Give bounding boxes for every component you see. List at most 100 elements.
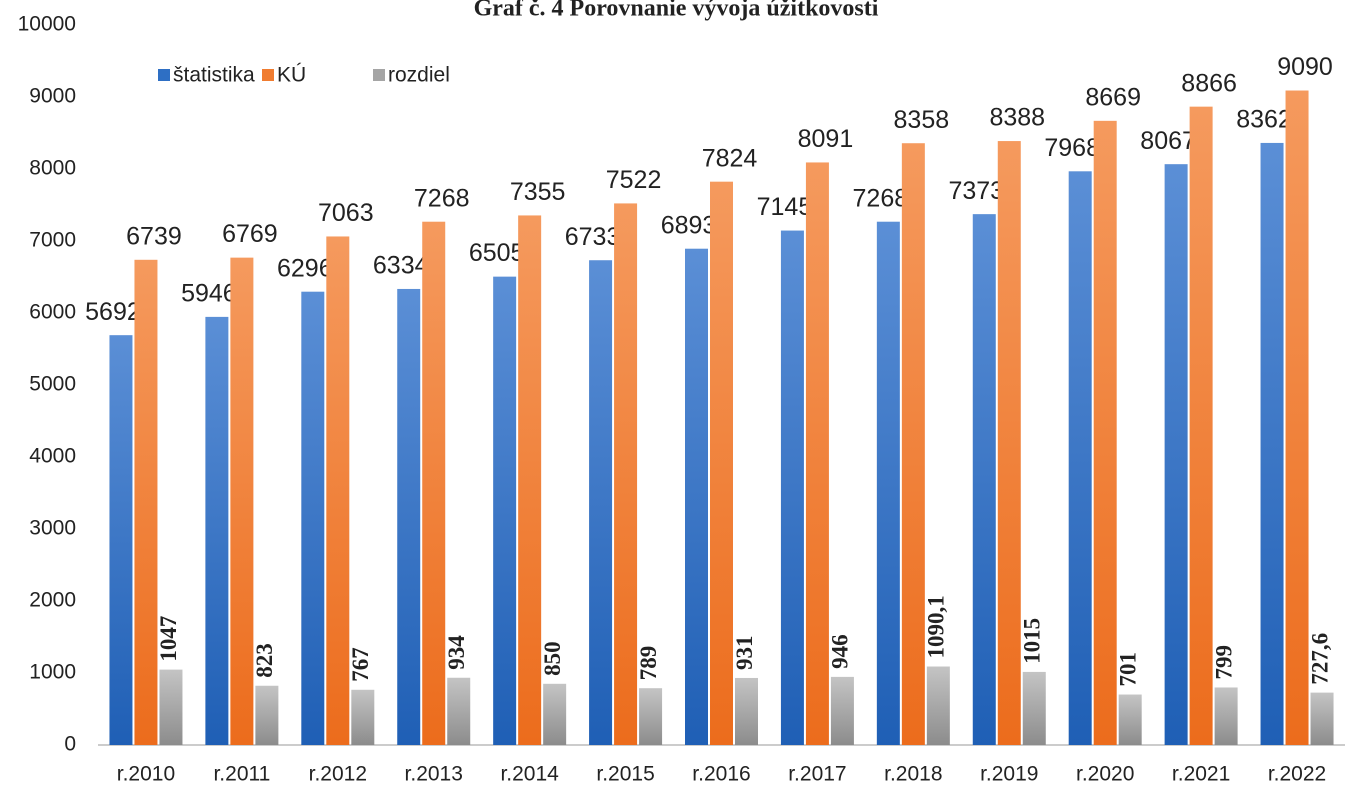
y-tick-label: 5000 bbox=[29, 373, 76, 396]
bar bbox=[735, 677, 758, 745]
bar bbox=[255, 685, 279, 745]
bar bbox=[1022, 671, 1046, 745]
data-label: 7355 bbox=[510, 178, 566, 206]
data-label: 8358 bbox=[894, 106, 950, 134]
bar bbox=[109, 335, 133, 745]
data-label: 6739 bbox=[126, 222, 182, 250]
legend-label: štatistika bbox=[173, 64, 255, 87]
bar bbox=[589, 260, 613, 745]
bar bbox=[397, 288, 421, 745]
x-tick-label: r.2012 bbox=[309, 763, 367, 786]
data-label: 6334 bbox=[373, 252, 429, 280]
data-label: 7268 bbox=[414, 184, 470, 212]
y-tick-label: 9000 bbox=[29, 85, 76, 108]
bar bbox=[614, 203, 638, 745]
y-tick-label: 6000 bbox=[29, 301, 76, 324]
data-label: 931 bbox=[732, 635, 757, 670]
bar bbox=[1189, 106, 1213, 745]
bar bbox=[876, 221, 900, 746]
y-tick-label: 0 bbox=[64, 733, 76, 756]
legend-swatch bbox=[262, 69, 274, 81]
data-label: 8866 bbox=[1181, 69, 1237, 97]
bar bbox=[518, 215, 542, 745]
y-tick-label: 2000 bbox=[29, 589, 76, 612]
data-label: 701 bbox=[1115, 652, 1140, 687]
data-label: 6296 bbox=[277, 254, 333, 282]
data-label: 5946 bbox=[181, 279, 237, 307]
y-tick-label: 4000 bbox=[29, 445, 76, 468]
data-label: 934 bbox=[444, 635, 469, 670]
data-label: 823 bbox=[252, 643, 277, 678]
legend-swatch bbox=[373, 69, 385, 81]
x-tick-label: r.2021 bbox=[1172, 763, 1230, 786]
y-tick-label: 3000 bbox=[29, 517, 76, 540]
bar bbox=[926, 666, 950, 745]
data-label: 8067 bbox=[1140, 127, 1196, 155]
data-label: 7968 bbox=[1044, 134, 1100, 162]
x-tick-label: r.2011 bbox=[213, 763, 270, 786]
bar bbox=[159, 669, 183, 745]
data-label: 6769 bbox=[222, 220, 278, 248]
data-label: 6733 bbox=[565, 223, 621, 251]
x-tick-label: r.2013 bbox=[405, 763, 463, 786]
bar bbox=[639, 688, 663, 745]
data-label: 789 bbox=[636, 646, 661, 681]
bar bbox=[685, 248, 708, 746]
bar bbox=[543, 683, 567, 745]
x-tick-label: r.2018 bbox=[884, 763, 942, 786]
bar bbox=[493, 276, 517, 745]
data-label: 727,6 bbox=[1307, 633, 1332, 685]
bar bbox=[351, 689, 375, 745]
bar bbox=[134, 259, 158, 745]
x-tick-label: r.2015 bbox=[596, 763, 654, 786]
bar bbox=[1310, 692, 1334, 745]
bar bbox=[1260, 142, 1284, 745]
bar bbox=[326, 236, 350, 746]
y-tick-label: 7000 bbox=[29, 229, 76, 252]
x-tick-label: r.2016 bbox=[692, 763, 750, 786]
x-tick-label: r.2022 bbox=[1268, 763, 1326, 786]
bar bbox=[230, 257, 254, 745]
chart-title: Graf č. 4 Porovnanie vývoja úžitkovosti bbox=[474, 0, 879, 22]
data-label: 1047 bbox=[156, 616, 181, 662]
data-label: 850 bbox=[540, 641, 565, 676]
y-tick-label: 1000 bbox=[29, 661, 76, 684]
legend-label: rozdiel bbox=[388, 64, 450, 87]
bar bbox=[901, 143, 925, 745]
data-label: 8388 bbox=[989, 104, 1045, 132]
y-tick-label: 8000 bbox=[29, 157, 76, 180]
data-label: 7145 bbox=[757, 193, 813, 221]
y-tick-label: 10000 bbox=[18, 13, 76, 36]
bar bbox=[422, 221, 446, 746]
bar bbox=[830, 676, 854, 745]
legend-label: KÚ bbox=[277, 64, 306, 87]
data-label: 8669 bbox=[1085, 83, 1141, 111]
bar bbox=[1068, 171, 1092, 745]
data-label: 7063 bbox=[318, 199, 374, 227]
bar bbox=[805, 162, 829, 745]
data-label: 1015 bbox=[1020, 618, 1045, 664]
data-label: 1090,1 bbox=[924, 595, 949, 658]
x-tick-label: r.2010 bbox=[117, 763, 175, 786]
data-label: 7268 bbox=[853, 184, 909, 212]
data-label: 8362 bbox=[1236, 106, 1292, 134]
bar bbox=[301, 291, 325, 745]
bar bbox=[997, 141, 1021, 746]
bar bbox=[780, 230, 804, 745]
x-tick-label: r.2014 bbox=[500, 763, 559, 786]
data-label: 5692 bbox=[85, 298, 141, 326]
legend-swatch bbox=[158, 69, 170, 81]
x-tick-label: r.2020 bbox=[1076, 763, 1134, 786]
data-label: 7373 bbox=[948, 177, 1004, 205]
bar bbox=[447, 677, 471, 745]
data-label: 9090 bbox=[1277, 53, 1333, 81]
data-label: 946 bbox=[828, 634, 853, 669]
bar bbox=[1118, 694, 1142, 745]
bar bbox=[1285, 90, 1309, 745]
data-label: 7522 bbox=[606, 166, 662, 194]
data-label: 6505 bbox=[469, 239, 525, 267]
bar bbox=[1093, 120, 1117, 745]
bar bbox=[1214, 687, 1238, 745]
data-label: 767 bbox=[348, 647, 373, 682]
